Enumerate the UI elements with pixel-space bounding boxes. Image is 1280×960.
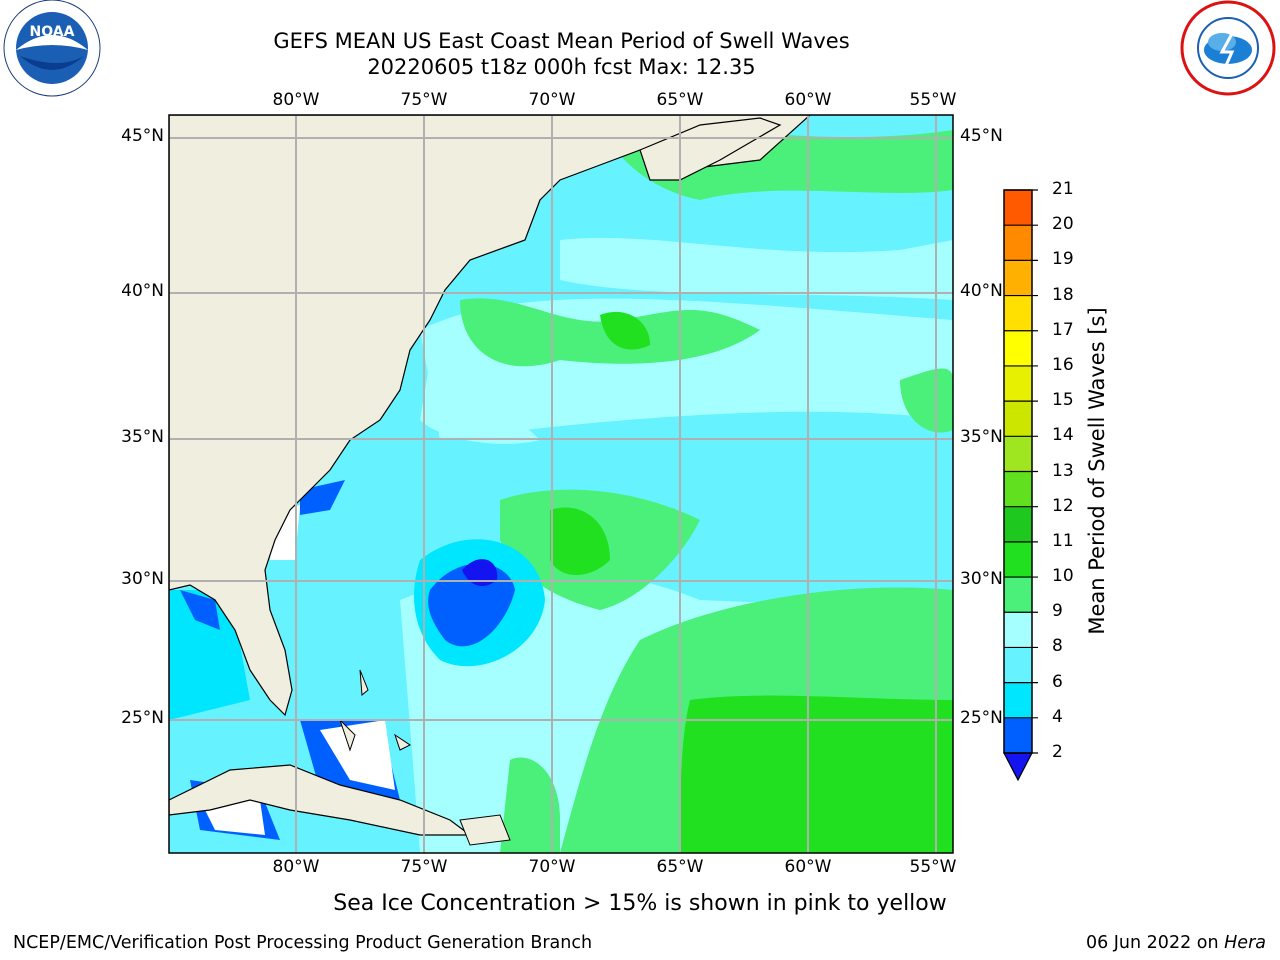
field-10-11s	[550, 507, 610, 575]
colorbar-tick-label: 6	[1052, 671, 1063, 692]
lon-label-bottom: 55°W	[909, 857, 957, 877]
colorbar-cell	[1004, 295, 1032, 332]
colorbar-tick-label: 17	[1052, 319, 1074, 340]
lat-label-right: 45°N	[960, 126, 1003, 146]
colorbar-cell	[1004, 682, 1032, 719]
footer-date: 06 Jun 2022 on Hera	[1086, 933, 1266, 953]
sea-ice-note: Sea Ice Concentration > 15% is shown in …	[333, 891, 947, 916]
lat-label-right: 40°N	[960, 281, 1003, 301]
colorbar-tick-label: 18	[1052, 284, 1074, 305]
lat-label-left: 35°N	[121, 427, 164, 447]
lon-label-top: 75°W	[400, 90, 448, 110]
colorbar-cell	[1004, 225, 1032, 261]
lon-label-bottom: 60°W	[784, 857, 832, 877]
colorbar	[1003, 189, 1038, 782]
lat-label-left: 25°N	[121, 708, 164, 728]
no-data-area	[320, 720, 395, 790]
colorbar-cell	[1004, 612, 1032, 648]
colorbar-cell	[1004, 401, 1032, 437]
noaa-logo: NOAA	[0, 0, 104, 100]
colorbar-cell	[1004, 471, 1032, 508]
colorbar-tick-label: 12	[1052, 495, 1074, 516]
land-bahamas	[394, 733, 411, 751]
lon-label-bottom: 65°W	[656, 857, 704, 877]
colorbar-tick-label: 13	[1052, 460, 1074, 481]
colorbar-cell	[1004, 260, 1032, 297]
colorbar-cell	[1004, 436, 1032, 472]
lon-label-top: 80°W	[272, 90, 320, 110]
colorbar-tick-label: 8	[1052, 636, 1063, 657]
lat-label-right: 25°N	[960, 708, 1003, 728]
colorbar-tick-label: 2	[1052, 742, 1063, 762]
chart-subtitle: 20220605 t18z 000h fcst Max: 12.35	[367, 55, 756, 79]
lon-label-top: 60°W	[784, 90, 832, 110]
land-cuba	[169, 764, 472, 836]
land-north-america	[169, 115, 811, 717]
field-8-9s	[560, 237, 953, 300]
lon-label-top: 55°W	[909, 90, 957, 110]
colorbar-cell	[1004, 717, 1032, 754]
colorbar-tick-label: 19	[1052, 249, 1074, 270]
land-nova-scotia	[639, 117, 782, 181]
colorbar-title: Mean Period of Swell Waves [s]	[1085, 307, 1109, 635]
colorbar-tick-label: 9	[1052, 601, 1063, 622]
field-2-4s	[462, 559, 498, 586]
colorbar-tick-label: 16	[1052, 354, 1074, 375]
colorbar-tick-label: 4	[1052, 706, 1063, 727]
colorbar-extend-arrow	[1003, 752, 1033, 782]
chart-title: GEFS MEAN US East Coast Mean Period of S…	[273, 29, 850, 53]
colorbar-cell	[1004, 190, 1032, 226]
lat-label-right: 30°N	[960, 569, 1003, 589]
land-bahamas	[359, 669, 369, 697]
field-4-6s	[180, 590, 220, 630]
footer-credit: NCEP/EMC/Verification Post Processing Pr…	[13, 933, 593, 953]
land-bahamas	[339, 719, 356, 752]
colorbar-cell	[1004, 647, 1032, 684]
lat-label-left: 30°N	[121, 569, 164, 589]
colorbar-tick-label: 14	[1052, 425, 1074, 446]
lat-label-left: 40°N	[121, 281, 164, 301]
lon-label-top: 70°W	[528, 90, 576, 110]
field-9-10s	[900, 368, 953, 433]
colorbar-cell	[1004, 506, 1032, 543]
footer-host: Hera	[1224, 933, 1266, 953]
map-frame	[168, 114, 954, 854]
colorbar-tick-label: 15	[1052, 390, 1074, 411]
lon-label-bottom: 80°W	[272, 857, 320, 877]
land-hispaniola	[459, 814, 511, 846]
footer-date-text: 06 Jun 2022 on	[1085, 933, 1225, 953]
colorbar-cell	[1004, 330, 1032, 367]
field-8-9s	[420, 360, 540, 444]
field-10-11s	[680, 695, 953, 853]
lon-label-bottom: 75°W	[400, 857, 448, 877]
colorbar-cell	[1004, 577, 1032, 613]
field-10-11s	[600, 311, 650, 350]
colorbar-cell	[1004, 541, 1032, 578]
graticule	[169, 115, 953, 853]
colorbar-tick-label: 20	[1052, 214, 1074, 235]
lat-label-left: 45°N	[121, 126, 164, 146]
colorbar-tick-label: 21	[1052, 179, 1074, 199]
colorbar-tick-label: 10	[1052, 566, 1074, 587]
colorbar-cell	[1004, 365, 1032, 402]
field-4-6s	[428, 563, 515, 647]
noaa-logo-text: NOAA	[30, 24, 75, 40]
colorbar-tick-label: 11	[1052, 530, 1074, 551]
lat-label-right: 35°N	[960, 427, 1003, 447]
lon-label-top: 65°W	[656, 90, 704, 110]
lon-label-bottom: 70°W	[528, 857, 576, 877]
nws-logo	[1176, 0, 1280, 100]
field-9-10s	[500, 757, 560, 853]
